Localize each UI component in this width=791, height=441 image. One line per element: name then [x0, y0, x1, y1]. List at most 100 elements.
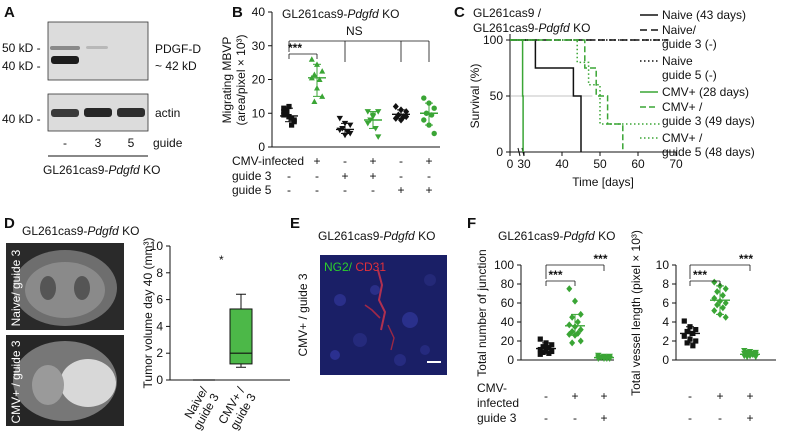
mri-naive-ventricle-l: [40, 276, 56, 300]
row-sign-b: +: [425, 154, 432, 168]
ytick-label-f: 80: [501, 277, 515, 291]
point-f: [569, 313, 576, 321]
nonspecific-band: [50, 46, 80, 50]
panel-letter-b: B: [232, 4, 243, 21]
point-f: [714, 288, 721, 296]
xtick-label-c: 50: [593, 157, 607, 171]
mri-label-cmv: CMV+ / guide 3: [9, 340, 23, 423]
point-f: [714, 301, 721, 309]
row-sign-b: +: [341, 169, 348, 183]
ytick-label-d: 0: [156, 373, 163, 387]
point-b: [392, 114, 399, 122]
row-sign-f: +: [716, 389, 723, 403]
point-f: [549, 348, 555, 355]
row-sign-f: -: [688, 389, 692, 403]
point-f: [577, 337, 584, 345]
point-b: [281, 105, 287, 111]
ytick-label-d: 4: [156, 319, 163, 333]
row-label-b: guide 5: [232, 183, 272, 197]
sig-label-f: ***: [739, 252, 753, 266]
point-f: [540, 349, 546, 355]
point-b: [291, 117, 297, 123]
point-b: [316, 76, 323, 82]
row-sign-f: +: [746, 411, 753, 425]
point-b: [311, 98, 318, 104]
ytick-label-f: 40: [501, 315, 515, 329]
stain-label: NG2/ CD31: [324, 260, 386, 274]
point-b: [283, 110, 289, 116]
guide-axis-label: guide: [153, 136, 183, 150]
point-f: [741, 348, 748, 354]
point-f: [572, 297, 578, 305]
pdgfd-blot: [47, 21, 149, 81]
ytick-label-f: 2: [662, 334, 669, 348]
ytick-label-b: 30: [252, 39, 266, 53]
ytick-label-f: 0: [507, 353, 514, 367]
point-f: [693, 338, 699, 344]
ytick-label-f: 4: [662, 315, 669, 329]
row-sign-b: +: [397, 183, 404, 197]
legend-label-c: CMV+ /: [662, 131, 703, 145]
xlabel-c: Time [days]: [572, 175, 634, 189]
row-sign-f: -: [544, 389, 548, 403]
legend-label-c: guide 3 (-): [662, 37, 717, 51]
row-sign-b: +: [313, 154, 320, 168]
legend-label-c: Naive (43 days): [662, 8, 746, 22]
point-f: [711, 307, 718, 315]
row-sign-f: +: [600, 411, 607, 425]
xtick-label-c: 60: [631, 157, 645, 171]
mw-40kd-top: 40 kD -: [2, 59, 41, 73]
ylabel-b: Migrating MBVP(area/pixel × 10³): [220, 34, 248, 125]
point-f: [577, 310, 584, 318]
row-sign-f: -: [544, 411, 548, 425]
point-f: [537, 336, 543, 342]
panel-c: C GL261cas9 / GL261cas9-Pdgfd KO 0 50 100 0…: [454, 4, 755, 189]
ylabel-f: Total vessel length (pixel × 10³): [629, 230, 643, 396]
pdgfd-label: PDGF-D: [155, 42, 201, 56]
point-b: [347, 131, 354, 137]
sig-label-f: ***: [594, 252, 608, 266]
confocal-side-label: CMV+ / guide 3: [296, 273, 310, 356]
point-b: [375, 134, 382, 140]
point-b: [392, 103, 399, 110]
point-f: [566, 330, 573, 338]
sig-label-f: ***: [693, 268, 707, 282]
row-sign-b: -: [343, 154, 347, 168]
point-b: [286, 103, 292, 110]
panel-d-title: GL261cas9-Pdgfd KO: [22, 224, 139, 238]
panel-letter-e: E: [290, 215, 300, 232]
row-sign-b: -: [343, 183, 347, 197]
point-b: [339, 125, 346, 132]
point-b: [341, 132, 349, 139]
ytick-label-c: 0: [496, 145, 503, 159]
point-f: [693, 327, 699, 333]
xtick-label-c: 70: [669, 157, 683, 171]
sig-label-f: ***: [549, 268, 563, 282]
lane-label-1: -: [63, 136, 67, 150]
point-f: [690, 343, 696, 349]
row-label-b: guide 3: [232, 169, 272, 183]
panel-letter-f: F: [467, 215, 476, 232]
legend-label-c: guide 3 (49 days): [662, 114, 755, 128]
panel-letter-c: C: [454, 4, 465, 21]
ytick-label-f: 20: [501, 334, 515, 348]
point-f: [540, 344, 546, 350]
xcat-label-d: Naive/guide 3: [179, 384, 222, 432]
legend-label-c: guide 5 (48 days): [662, 145, 755, 159]
point-b: [319, 93, 326, 99]
ylabel-c: Survival (%): [468, 64, 482, 129]
row-label-f: CMV-: [477, 381, 507, 395]
actin-band-lane2: [84, 108, 112, 117]
row-sign-f: -: [573, 411, 577, 425]
panel-letter-a: A: [4, 4, 15, 21]
row-label-f: infected: [477, 396, 519, 410]
panel-b: B GL261cas9-Pdgfd KO 0 10 20 30 40 Migrating …: [220, 4, 440, 197]
row-sign-b: +: [425, 183, 432, 197]
legend-label-c: Naive/: [662, 23, 697, 37]
point-b: [289, 122, 295, 128]
point-f: [577, 326, 584, 334]
ytick-label-c: 50: [490, 89, 504, 103]
